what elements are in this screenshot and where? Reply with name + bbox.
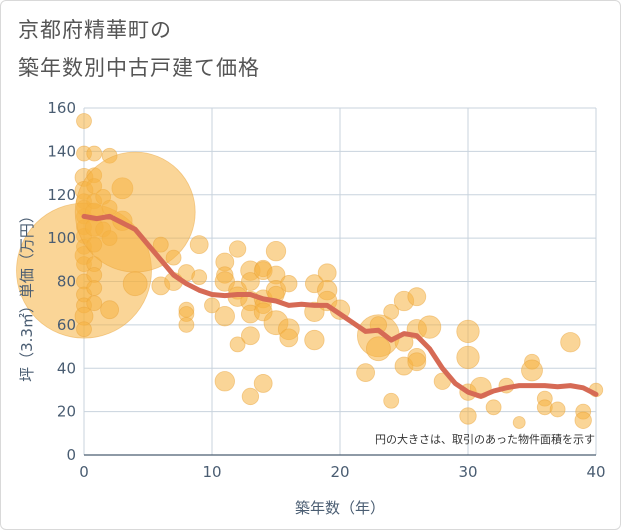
- bubble-point: [152, 236, 169, 253]
- trend-line: [81, 213, 599, 399]
- bubble-series: [16, 113, 604, 429]
- bubble-point: [76, 113, 92, 129]
- bubble-point: [574, 411, 592, 429]
- bubble-point: [240, 272, 260, 291]
- bubble-point: [549, 401, 566, 418]
- bubble-point: [191, 269, 208, 286]
- bubble-point: [280, 275, 298, 293]
- grid-lines: [83, 107, 597, 456]
- bubble-point: [521, 359, 543, 382]
- y-tick-label: 140: [47, 142, 76, 160]
- bubble-point: [241, 387, 260, 406]
- y-tick-label: 60: [57, 316, 76, 334]
- bubble-point: [204, 297, 220, 314]
- bubble-point: [265, 240, 287, 262]
- bubble-point: [189, 235, 209, 255]
- bubble-point: [456, 319, 480, 344]
- x-tick-label: 20: [330, 463, 349, 481]
- x-axis-label: 築年数（年）: [295, 499, 385, 517]
- bubble-point: [317, 263, 337, 283]
- y-tick-label: 0: [66, 446, 76, 464]
- bubble-point: [304, 329, 325, 351]
- y-tick-label: 20: [57, 403, 76, 421]
- bubble-point: [229, 336, 246, 353]
- bubble-point: [240, 326, 260, 346]
- chart-title-line1: 京都府精華町の: [18, 18, 172, 42]
- bubble-point: [165, 249, 182, 266]
- bubble-point: [228, 240, 247, 258]
- bubble-point: [356, 363, 376, 382]
- bubble-point: [407, 287, 427, 307]
- axis-ticks: 0 20 40 60 80 100 120 140 160 0 10 20 30 40: [47, 99, 605, 481]
- y-tick-label: 100: [47, 229, 76, 247]
- bubble-point: [417, 315, 442, 339]
- size-note: 円の大きさは、取引のあった物件面積を示す: [375, 432, 595, 446]
- bubble-point: [383, 392, 400, 409]
- bubble-point: [560, 332, 581, 353]
- bubble-point: [214, 371, 235, 392]
- y-tick-label: 120: [47, 186, 76, 204]
- bubble-point: [86, 280, 103, 296]
- bubble-point: [365, 336, 391, 362]
- bubble-point: [214, 306, 235, 327]
- chart-title-line2: 築年数別中古戸建て価格: [18, 56, 260, 80]
- bubble-point: [279, 328, 299, 348]
- y-tick-label: 160: [47, 99, 76, 117]
- y-axis-label: 坪（3.3㎡）単価（万円）: [18, 208, 36, 382]
- y-tick-label: 80: [57, 273, 76, 291]
- y-tick-label: 40: [57, 359, 76, 377]
- bubble-point: [407, 352, 427, 372]
- bubble-point: [512, 416, 526, 429]
- bubble-point: [459, 407, 477, 425]
- x-tick-label: 30: [458, 463, 477, 481]
- x-tick-label: 0: [79, 463, 89, 481]
- bubble-point: [485, 399, 502, 416]
- bubble-point: [76, 321, 92, 338]
- bubble-point: [100, 300, 119, 320]
- bubble-point: [253, 374, 273, 393]
- bubble-point: [383, 303, 400, 320]
- bubble-point: [456, 345, 480, 370]
- bubble-point: [178, 316, 195, 333]
- bubble-point: [122, 271, 148, 297]
- bubble-point: [86, 295, 103, 312]
- x-tick-label: 40: [586, 463, 605, 481]
- bubble-point: [86, 145, 103, 162]
- x-tick-label: 10: [202, 463, 221, 481]
